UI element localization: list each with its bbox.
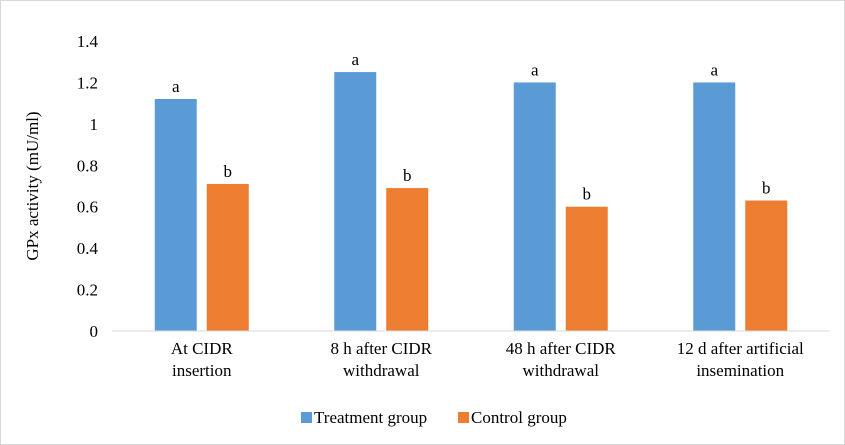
significance-label: b — [224, 162, 233, 181]
y-tick-label: 0.2 — [77, 281, 98, 300]
y-tick-label: 0.4 — [77, 239, 99, 258]
legend: Treatment group Control group — [301, 408, 567, 427]
significance-label: a — [710, 60, 718, 79]
significance-label: b — [583, 185, 592, 204]
significance-label: a — [172, 77, 180, 96]
legend-swatch — [458, 412, 469, 423]
legend-label: Treatment group — [314, 408, 427, 427]
category-label: withdrawal — [343, 361, 420, 380]
category-label: 48 h after CIDR — [506, 339, 617, 358]
legend-swatch — [301, 412, 312, 423]
bar-control-3 — [745, 200, 788, 331]
bar-treatment-3 — [693, 82, 736, 331]
y-axis-ticks: 0 0.2 0.4 0.6 0.8 1 1.2 1.4 — [77, 32, 99, 341]
bar-control-1 — [386, 188, 429, 331]
bar-control-0 — [206, 183, 249, 331]
bars — [154, 72, 788, 332]
significance-label: b — [762, 179, 771, 198]
legend-label: Control group — [471, 408, 567, 427]
category-label: withdrawal — [523, 361, 600, 380]
bar-treatment-2 — [513, 82, 556, 331]
y-tick-label: 0.6 — [77, 198, 98, 217]
category-label: At CIDR — [171, 339, 234, 358]
category-labels: At CIDR insertion 8 h after CIDR withdrawal… — [171, 339, 804, 380]
y-axis-title: GPx activity (mU/ml) — [23, 111, 42, 260]
y-tick-label: 1.4 — [77, 32, 99, 51]
significance-label: a — [531, 60, 539, 79]
category-label: insertion — [172, 361, 232, 380]
significance-label: b — [403, 166, 412, 185]
category-label: 12 d after artificial — [677, 339, 804, 358]
significance-labels: a b a b a b a b — [172, 50, 771, 204]
y-tick-label: 1 — [90, 115, 99, 134]
bar-treatment-1 — [334, 72, 377, 332]
y-tick-label: 0.8 — [77, 156, 98, 175]
bar-treatment-0 — [154, 99, 197, 331]
y-tick-label: 1.2 — [77, 73, 98, 92]
y-tick-label: 0 — [90, 322, 99, 341]
significance-label: a — [351, 50, 359, 69]
category-label: insemination — [696, 361, 784, 380]
category-label: 8 h after CIDR — [330, 339, 432, 358]
bar-control-2 — [565, 206, 608, 331]
